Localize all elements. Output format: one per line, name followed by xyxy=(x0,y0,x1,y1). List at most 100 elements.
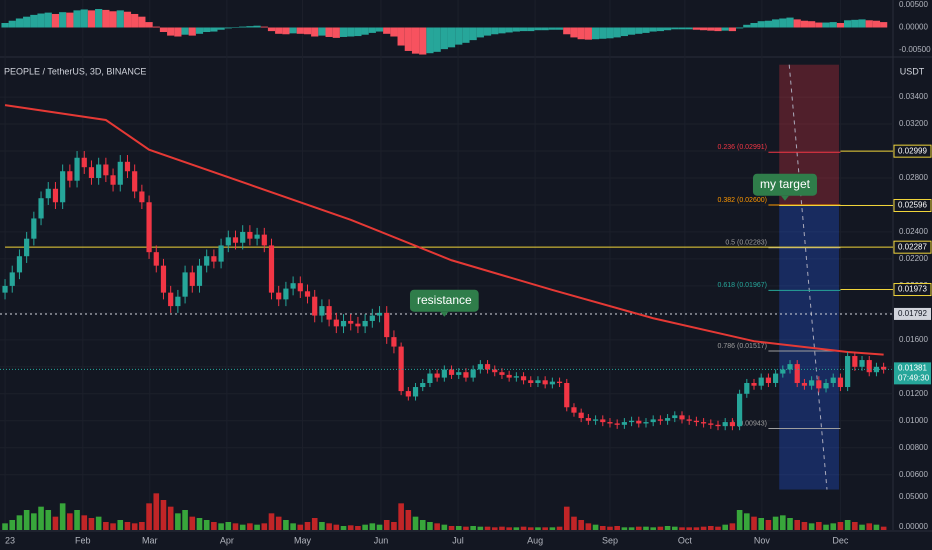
osc-bar xyxy=(318,27,326,36)
candle-body xyxy=(2,285,8,293)
osc-bar xyxy=(620,27,628,37)
candle-body xyxy=(326,306,332,320)
osc-bar xyxy=(210,27,218,32)
osc-bar xyxy=(519,27,528,32)
volume-bar xyxy=(405,510,412,530)
annotation-pointer xyxy=(780,195,789,201)
osc-bar xyxy=(627,27,636,35)
fib-label: 0.236 (0.02991) xyxy=(718,144,767,151)
volume-bar xyxy=(153,493,160,530)
annotation: resistance xyxy=(409,289,479,317)
candle-body xyxy=(384,312,390,338)
candle-body xyxy=(664,418,671,421)
osc-bar xyxy=(707,27,715,31)
candle-body xyxy=(571,407,577,413)
volume-bar xyxy=(38,506,44,530)
x-tick-label: May xyxy=(294,535,312,545)
candle-body xyxy=(182,272,188,297)
volume-bar xyxy=(866,523,873,530)
annotation-text: resistance xyxy=(417,293,472,307)
osc-bar xyxy=(649,27,657,32)
volume-bar xyxy=(369,523,376,530)
osc-bar xyxy=(397,27,405,46)
fib-label: 0.382 (0.02600) xyxy=(718,197,767,204)
candle-body xyxy=(38,198,44,219)
osc-bar xyxy=(123,11,132,28)
price-level-label: 0.02596 xyxy=(898,201,927,210)
candle-body xyxy=(355,323,361,327)
candle-body xyxy=(686,419,692,421)
candle-body xyxy=(513,376,519,378)
candle-body xyxy=(24,238,30,257)
volume-bar xyxy=(95,516,102,530)
osc-bar xyxy=(181,27,189,35)
volume-bar xyxy=(664,526,671,530)
osc-bar xyxy=(44,12,52,28)
volume-bar xyxy=(124,522,131,530)
currency-label: USDT xyxy=(900,66,925,76)
osc-bar xyxy=(872,20,881,28)
candle-body xyxy=(636,420,642,424)
candle-body xyxy=(614,423,620,425)
osc-bar xyxy=(375,27,384,32)
volume-bar xyxy=(657,526,664,530)
osc-bar xyxy=(433,27,441,52)
osc-bar xyxy=(224,27,232,29)
last-price-label: 0.01381 xyxy=(898,363,927,372)
candle-body xyxy=(132,171,138,192)
candle-body xyxy=(88,167,95,178)
candle-body xyxy=(700,422,707,424)
annotation: my target xyxy=(752,173,817,201)
candle-body xyxy=(60,171,66,203)
osc-bar xyxy=(613,27,621,38)
candle-body xyxy=(823,382,829,389)
volume-bar xyxy=(578,520,584,530)
y-tick-label: 0.01600 xyxy=(899,335,928,344)
volume-bar xyxy=(585,523,592,530)
fib-label: 0.786 (0.01517) xyxy=(718,343,767,350)
volume-bar xyxy=(722,524,729,530)
y-tick-label: 0.00600 xyxy=(899,470,928,479)
candle-body xyxy=(283,288,289,300)
volume-bar xyxy=(484,526,491,530)
volume-bar xyxy=(765,520,772,530)
volume-bar xyxy=(23,510,30,530)
candle-body xyxy=(67,171,73,181)
candle-body xyxy=(556,381,563,383)
volume-bar xyxy=(247,523,253,530)
candle-body xyxy=(448,369,455,375)
osc-bar xyxy=(858,19,866,28)
volume-bar xyxy=(160,500,167,530)
price-level-label: 0.02999 xyxy=(898,146,927,155)
osc-bar xyxy=(808,21,816,28)
candle-body xyxy=(693,420,699,423)
osc-bar xyxy=(779,18,787,28)
price-level-label: 0.01973 xyxy=(898,285,927,294)
osc-bar xyxy=(476,27,484,38)
osc-bar xyxy=(577,27,585,40)
volume-bar xyxy=(671,526,678,530)
volume-bar xyxy=(355,526,361,530)
candle-body xyxy=(837,377,844,388)
osc-bar xyxy=(844,20,852,28)
candle-body xyxy=(247,231,253,239)
volume-bar xyxy=(283,520,289,530)
osc-bar xyxy=(152,26,160,28)
candle-body xyxy=(117,161,123,185)
osc-bar xyxy=(584,27,592,40)
osc-bar xyxy=(325,27,333,37)
candle-body xyxy=(592,419,599,421)
osc-bar xyxy=(8,20,16,28)
candle-body xyxy=(268,245,275,293)
osc-bar xyxy=(419,27,427,55)
osc-bar xyxy=(51,13,60,28)
candle-body xyxy=(528,380,534,383)
volume-bar xyxy=(74,510,80,530)
osc-bar xyxy=(253,25,261,28)
volume-bar xyxy=(592,524,599,530)
volume-bar xyxy=(333,524,340,530)
osc-bar xyxy=(426,27,434,54)
x-tick-label: Nov xyxy=(754,535,771,545)
osc-bar xyxy=(743,24,751,28)
